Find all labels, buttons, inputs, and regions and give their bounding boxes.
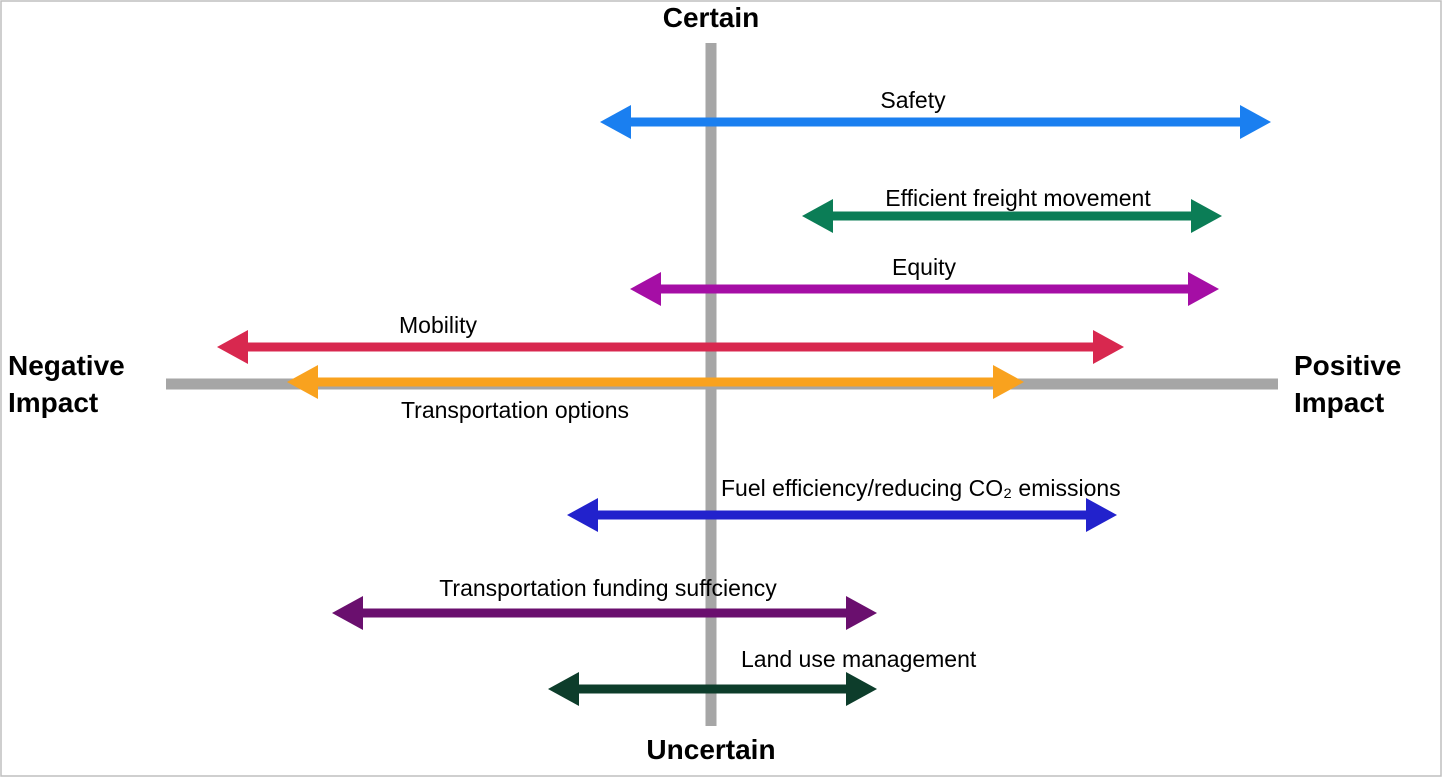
negative-impact-label-line2: Impact [8,387,98,418]
transportation-options-label: Transportation options [401,397,629,423]
transportation-options-arrow: Transportation options [287,365,1024,423]
equity-arrow-head-left [630,272,661,306]
mobility-label: Mobility [399,312,477,338]
efficient-freight-movement-label: Efficient freight movement [885,185,1151,211]
transportation-funding-arrow: Transportation funding suffciency [332,575,877,630]
transportation-options-arrow-head-right [993,365,1024,399]
fuel-efficiency-arrow-head-right [1086,498,1117,532]
safety-arrow-head-left [600,105,631,139]
efficient-freight-movement-arrow-head-right [1191,199,1222,233]
efficient-freight-movement-arrow: Efficient freight movement [802,185,1222,233]
land-use-management-arrow-head-right [846,672,877,706]
fuel-efficiency-label: Fuel efficiency/reducing CO₂ emissions [721,475,1121,501]
transportation-funding-arrow-head-right [846,596,877,630]
fuel-efficiency-arrow-head-left [567,498,598,532]
arrows-group: Safety Efficient freight movement Equity Mo… [217,87,1271,706]
negative-impact-label-line1: Negative [8,350,125,381]
land-use-management-arrow: Land use management [548,646,977,706]
transportation-options-arrow-head-left [287,365,318,399]
uncertain-label: Uncertain [646,734,775,765]
equity-arrow: Equity [630,254,1219,306]
transportation-funding-arrow-head-left [332,596,363,630]
land-use-management-arrow-head-left [548,672,579,706]
fuel-efficiency-arrow: Fuel efficiency/reducing CO₂ emissions [567,475,1121,532]
efficient-freight-movement-arrow-head-left [802,199,833,233]
equity-label: Equity [892,254,956,280]
transportation-funding-label: Transportation funding suffciency [439,575,777,601]
mobility-arrow-head-right [1093,330,1124,364]
certain-label: Certain [663,2,759,33]
land-use-management-label: Land use management [741,646,977,672]
equity-arrow-head-right [1188,272,1219,306]
positive-impact-label-line2: Impact [1294,387,1384,418]
safety-label: Safety [880,87,946,113]
safety-arrow-head-right [1240,105,1271,139]
mobility-arrow-head-left [217,330,248,364]
safety-arrow: Safety [600,87,1271,139]
mobility-arrow: Mobility [217,312,1124,364]
positive-impact-label-line1: Positive [1294,350,1401,381]
